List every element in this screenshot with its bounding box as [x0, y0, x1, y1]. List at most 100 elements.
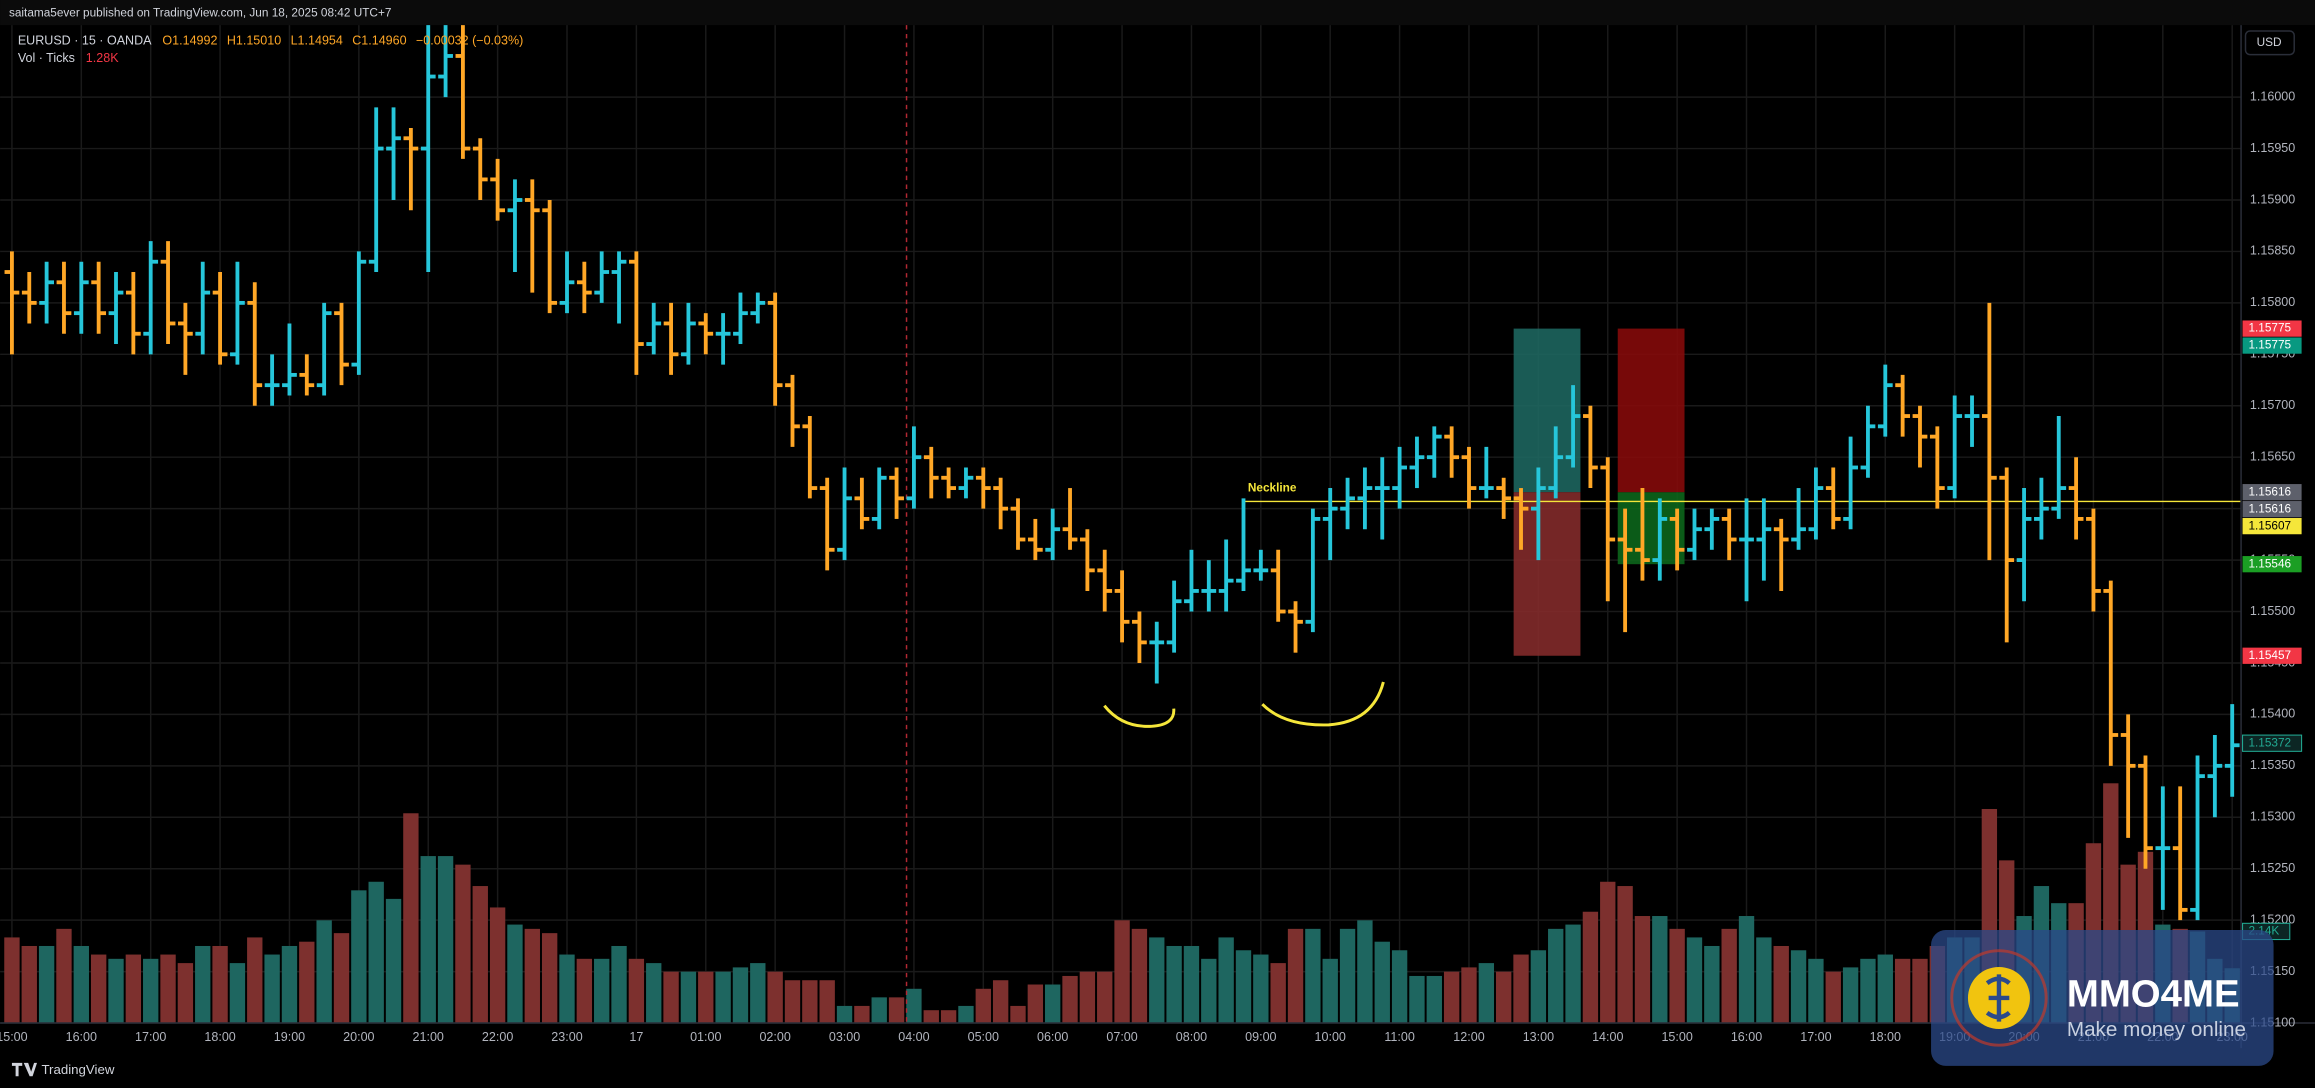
volume-bar — [1235, 950, 1252, 1024]
x-tick-label: 21:00 — [413, 1030, 444, 1044]
volume-bar — [784, 980, 801, 1024]
x-tick-label: 05:00 — [968, 1030, 999, 1044]
volume-bar — [1079, 971, 1096, 1024]
volume-bar — [940, 1010, 957, 1024]
y-tick-label: 1.15650 — [2250, 450, 2295, 464]
x-tick-label: 17:00 — [135, 1030, 166, 1044]
volume-bar — [1287, 928, 1304, 1024]
volume-bar — [1513, 954, 1529, 1024]
volume-title: Vol · Ticks — [18, 51, 75, 65]
price-badge-label: 1.15616 — [2248, 484, 2291, 498]
volume-bar — [1253, 954, 1269, 1024]
volume-bar — [1218, 937, 1234, 1024]
watermark: MMO4ME Make money online — [1931, 930, 2274, 1066]
y-tick-label: 1.15500 — [2250, 604, 2295, 618]
legend-value: O1.14992 — [162, 34, 217, 48]
position-stop-zone — [1617, 328, 1685, 493]
x-tick-label: 15:00 — [0, 1030, 28, 1044]
volume-bar — [1617, 886, 1633, 1024]
volume-bar — [1270, 963, 1286, 1024]
positions: Neckline — [1243, 328, 2242, 656]
y-tick-label: 1.15350 — [2250, 758, 2295, 772]
brand-logo — [11, 1062, 38, 1077]
volume-bar — [56, 928, 72, 1024]
volume-bar — [229, 963, 246, 1024]
watermark-ring — [1950, 949, 2048, 1047]
x-tick-label: 04:00 — [898, 1030, 929, 1044]
volume-bar — [1842, 967, 1859, 1024]
currency[interactable]: USD — [2257, 35, 2282, 49]
volume-bar — [1530, 950, 1547, 1024]
volume-bar — [247, 937, 263, 1024]
volume-bar — [1808, 958, 1824, 1024]
volume-bar — [1496, 971, 1512, 1024]
volume-bar — [1686, 937, 1703, 1024]
volume-bar — [1478, 963, 1495, 1024]
legend-value: H1.15010 — [227, 34, 281, 48]
legend-value: −0.00032 (−0.03%) — [416, 34, 523, 48]
volume-bar — [836, 1005, 853, 1024]
volume-bar — [21, 945, 37, 1024]
volume-bar — [177, 963, 194, 1024]
neckline-label: Neckline — [1248, 480, 1297, 494]
volume-bar — [541, 933, 558, 1024]
volume-bar — [38, 945, 55, 1024]
price-badge-label: 1.15457 — [2248, 648, 2291, 662]
volume-bar — [819, 980, 835, 1024]
y-tick-label: 1.16000 — [2250, 89, 2295, 103]
volume-bar — [1669, 928, 1685, 1024]
volume-bar — [923, 1010, 939, 1024]
volume-bar — [1062, 975, 1078, 1024]
volume-bar — [663, 971, 679, 1024]
price-badge — [2242, 556, 2302, 573]
x-tick-label: 17 — [629, 1030, 643, 1044]
x-tick-label: 19:00 — [274, 1030, 305, 1044]
volume-bar — [1183, 945, 1200, 1024]
y-tick-label: 1.15300 — [2250, 810, 2295, 824]
volume-bar — [1738, 916, 1755, 1024]
volume-bar — [1374, 941, 1390, 1024]
y-tick-label: 1.15400 — [2250, 707, 2295, 721]
y-tick-label: 1.15850 — [2250, 244, 2295, 258]
volume-bar — [1825, 971, 1841, 1024]
legend-value: C1.14960 — [352, 34, 406, 48]
x-tick-label: 10:00 — [1315, 1030, 1346, 1044]
price-badge — [2242, 647, 2302, 664]
x-tick-label: 06:00 — [1037, 1030, 1068, 1044]
volume-bar — [1426, 975, 1442, 1024]
volume-bar — [594, 958, 610, 1024]
x-tick-label: 08:00 — [1176, 1030, 1207, 1044]
volume-bar — [1027, 984, 1044, 1024]
legend-line: EURUSD · 15 · OANDA O1.14992 H1.15010 L1… — [18, 34, 523, 48]
volume-bar — [698, 971, 714, 1024]
volume-bar — [802, 980, 818, 1024]
y-tick-label: 1.15700 — [2250, 398, 2295, 412]
brand: TradingView — [41, 1062, 114, 1077]
price-badge — [2242, 320, 2302, 337]
price-badge-label: 1.15775 — [2248, 338, 2291, 352]
x-tick-label: 11:00 — [1384, 1030, 1414, 1044]
price-axis — [2241, 25, 2315, 1049]
volume-bar — [1166, 945, 1182, 1024]
x-tick-label: 16:00 — [66, 1030, 97, 1044]
volume-bar — [212, 945, 228, 1024]
volume-bar — [1773, 945, 1789, 1024]
volume-bar — [403, 813, 419, 1024]
volume-bar — [4, 937, 20, 1024]
volume-bar — [437, 856, 454, 1024]
x-tick-label: 07:00 — [1106, 1030, 1137, 1044]
x-tick-label: 03:00 — [829, 1030, 860, 1044]
x-tick-label: 14:00 — [1592, 1030, 1623, 1044]
price-badge — [2242, 734, 2303, 752]
volume-bar — [1149, 937, 1165, 1024]
volume-bar — [333, 933, 350, 1024]
volume-bar — [1461, 967, 1477, 1024]
volume-bar — [1357, 920, 1373, 1024]
volume-bar — [1045, 984, 1061, 1024]
currency-button[interactable] — [2244, 30, 2295, 56]
volume-bar — [351, 890, 367, 1024]
volume-bar — [1860, 958, 1876, 1024]
x-tick-label: 18:00 — [204, 1030, 235, 1044]
